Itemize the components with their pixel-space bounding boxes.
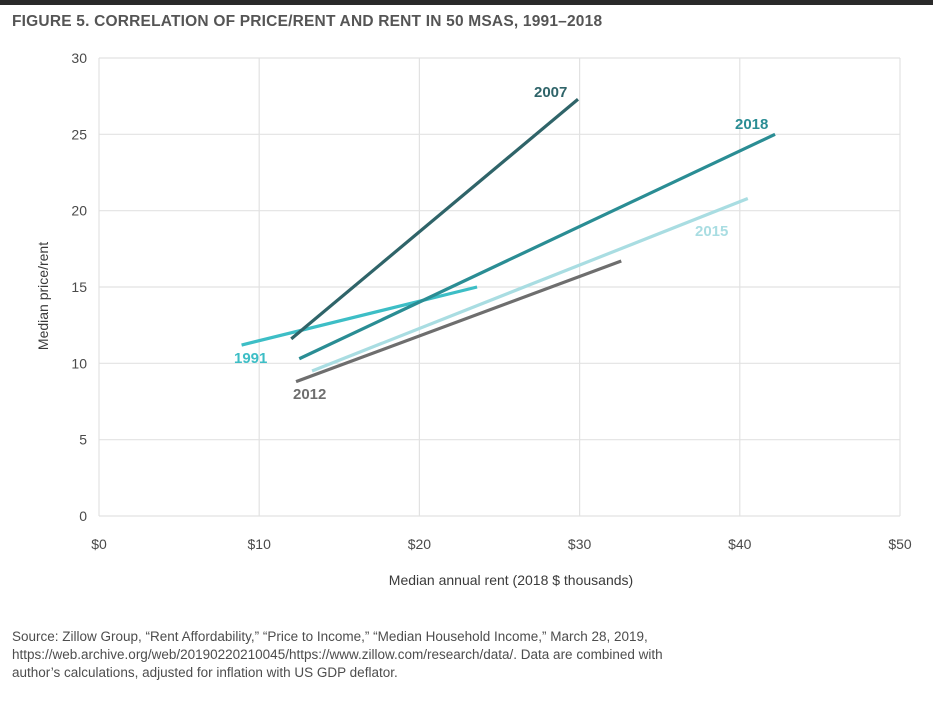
chart: 0 5 10 15 20 25 30 $0 $10 $20 $30 $40 $50 1991 2007 2… (35, 50, 912, 588)
y-tick-label: 0 (79, 508, 87, 524)
source-line-2: https://web.archive.org/web/201902202100… (12, 647, 663, 662)
x-tick-label: $50 (888, 536, 912, 552)
x-tick-label: $20 (408, 536, 432, 552)
x-axis-title: Median annual rent (2018 $ thousands) (389, 572, 633, 588)
series-label-2018: 2018 (735, 116, 768, 133)
series-line-2015 (311, 196, 749, 373)
y-tick-label: 30 (71, 50, 87, 66)
series-line-2007 (290, 97, 580, 341)
x-tick-label: $0 (91, 536, 107, 552)
series-lines (241, 97, 776, 384)
grid (98, 57, 901, 517)
y-tick-label: 5 (79, 432, 87, 448)
top-edge-strip (0, 0, 933, 5)
y-tick-label: 10 (71, 355, 87, 371)
series-label-1991: 1991 (234, 350, 267, 367)
x-axis-ticks: $0 $10 $20 $30 $40 $50 (91, 536, 912, 552)
x-tick-label: $30 (568, 536, 592, 552)
y-tick-label: 25 (71, 126, 87, 142)
y-axis-title: Median price/rent (35, 242, 51, 350)
series-label-2015: 2015 (695, 223, 728, 240)
y-tick-label: 20 (71, 203, 87, 219)
series-line-2018 (298, 132, 776, 361)
series-line-2012 (295, 259, 622, 384)
y-axis-ticks: 0 5 10 15 20 25 30 (71, 50, 87, 524)
series-label-2007: 2007 (534, 84, 567, 101)
y-tick-label: 15 (71, 279, 87, 295)
source-note: Source: Zillow Group, “Rent Affordabilit… (12, 628, 912, 682)
source-line-3: author’s calculations, adjusted for infl… (12, 665, 398, 680)
series-labels: 1991 2007 2012 2015 2018 (234, 84, 768, 403)
series-label-2012: 2012 (293, 386, 326, 403)
x-tick-label: $40 (728, 536, 752, 552)
figure-title: FIGURE 5. CORRELATION OF PRICE/RENT AND … (12, 13, 603, 30)
series-line-1991 (241, 285, 478, 347)
source-line-1: Source: Zillow Group, “Rent Affordabilit… (12, 629, 648, 644)
x-tick-label: $10 (248, 536, 272, 552)
